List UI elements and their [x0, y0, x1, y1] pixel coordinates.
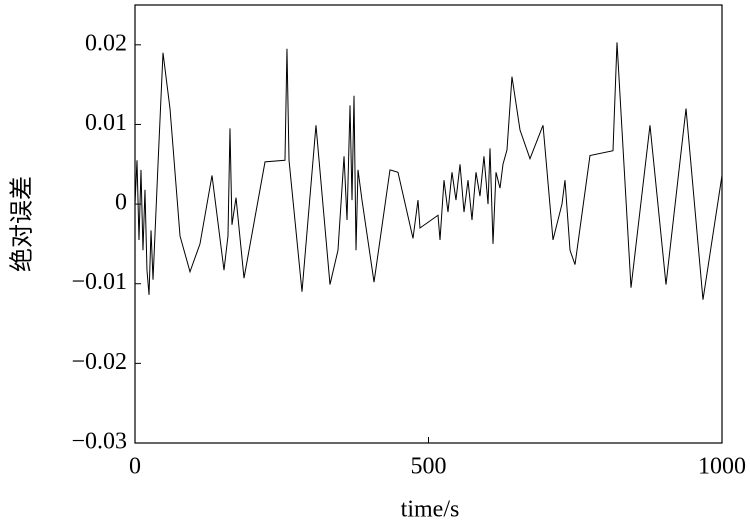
x-tick-label: 0	[129, 454, 141, 480]
y-tick-label: 0	[115, 190, 127, 216]
y-axis-label: 绝对误差	[9, 176, 36, 272]
plot-frame	[134, 4, 723, 444]
y-tick-label: −0.03	[71, 429, 127, 455]
y-tick-label: −0.01	[71, 269, 127, 295]
x-tick-label: 1000	[698, 454, 746, 480]
x-tick-label: 500	[411, 454, 447, 480]
x-axis-label: time/s	[401, 497, 460, 523]
y-tick-label: −0.02	[71, 349, 127, 375]
y-tick-label: 0.01	[85, 110, 127, 136]
data-line	[134, 42, 723, 300]
y-tick-label: 0.02	[85, 30, 127, 56]
